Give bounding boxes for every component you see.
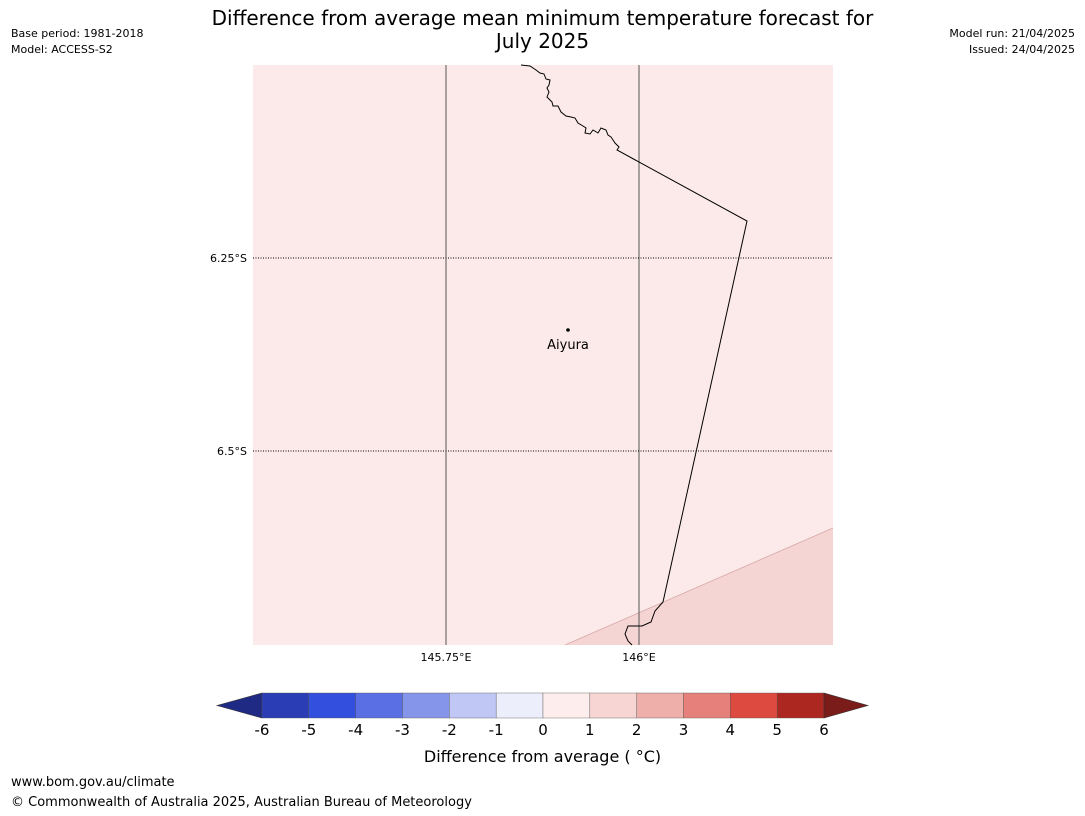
lat-label-6-5: 6.5°S [217, 445, 247, 458]
aiyura-label: Aiyura [547, 338, 589, 353]
colorbar-tick-label: -1 [489, 721, 504, 739]
colorbar-arrow-low [215, 692, 263, 719]
colorbar-segment [261, 692, 310, 719]
colorbar-tick-label: 5 [772, 721, 782, 739]
colorbar-segment [589, 692, 637, 719]
colorbar-tick-label: -2 [442, 721, 457, 739]
footer-copyright: © Commonwealth of Australia 2025, Austra… [11, 795, 472, 810]
lon-label-145-75: 145.75°E [421, 651, 472, 664]
colorbar-tick-label: -6 [255, 721, 270, 739]
colorbar-tick-label: -3 [395, 721, 410, 739]
lat-label-6-25: 6.25°S [210, 252, 247, 265]
colorbar-segment [402, 692, 450, 719]
map-land-fill [253, 65, 833, 645]
colorbar-segment [683, 692, 731, 719]
map-title-line1: Difference from average mean minimum tem… [211, 6, 874, 30]
colorbar-tick-label: 0 [538, 721, 548, 739]
colorbar-segment [636, 692, 684, 719]
colorbar-tick-label: 2 [632, 721, 642, 739]
base-period-text: Base period: 1981-2018 [11, 27, 144, 40]
colorbar-tick-label: 3 [679, 721, 689, 739]
map-title: Difference from average mean minimum tem… [0, 7, 1085, 53]
map-title-line2: July 2025 [495, 29, 590, 53]
colorbar: -6 -5 -4 -3 -2 -1 0 1 2 3 4 5 6 [215, 692, 870, 739]
colorbar-segment [308, 692, 356, 719]
colorbar-tick-label: 1 [585, 721, 595, 739]
model-text: Model: ACCESS-S2 [11, 43, 113, 56]
colorbar-segment [776, 692, 825, 719]
model-run-text: Model run: 21/04/2025 [949, 27, 1075, 40]
footer-url: www.bom.gov.au/climate [11, 775, 175, 790]
colorbar-tick-label: -5 [301, 721, 316, 739]
colorbar-tick-label: -4 [348, 721, 363, 739]
colorbar-tick-label: 6 [819, 721, 829, 739]
lon-label-146: 146°E [622, 651, 655, 664]
colorbar-arrow-high [823, 692, 870, 719]
issued-text: Issued: 24/04/2025 [968, 43, 1075, 56]
colorbar-segment [730, 692, 778, 719]
colorbar-segment [495, 692, 544, 719]
metadata-right: Model run: 21/04/2025 Issued: 24/04/2025 [949, 26, 1075, 58]
colorbar-label-text: Difference from average ( °C) [423, 747, 662, 766]
colorbar-segment [542, 692, 591, 719]
aiyura-marker [566, 328, 570, 332]
metadata-left: Base period: 1981-2018 Model: ACCESS-S2 [11, 26, 143, 58]
colorbar-segment [355, 692, 403, 719]
warmer-region-edge [564, 527, 834, 646]
colorbar-segment [449, 692, 497, 719]
colorbar-tick-label: 4 [726, 721, 736, 739]
country-border [520, 64, 748, 646]
colorbar-label: Difference from average ( °C) [0, 747, 1085, 766]
